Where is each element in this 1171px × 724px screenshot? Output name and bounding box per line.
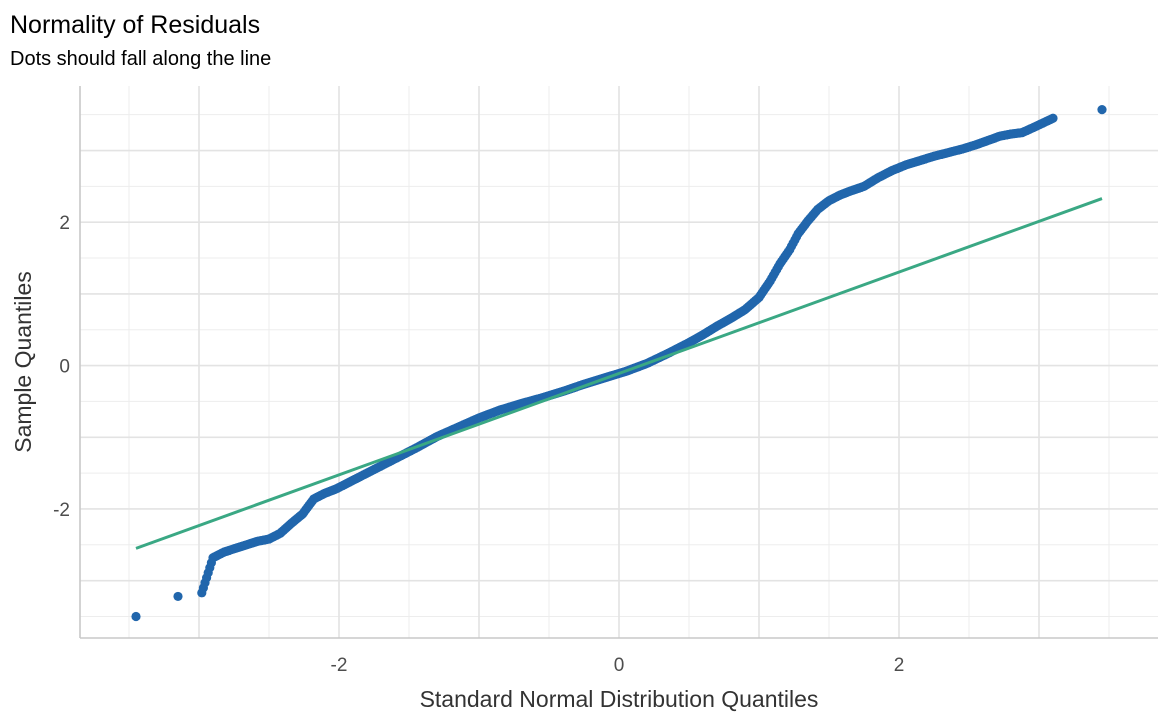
reference-line	[135, 197, 1103, 550]
data-point	[1097, 105, 1107, 115]
x-tick-label: -2	[331, 655, 348, 676]
chart-title: Normality of Residuals	[10, 11, 260, 39]
grid	[79, 86, 1158, 638]
y-axis-title: Sample Quantiles	[10, 271, 36, 453]
tick-labels: -2 0 2 -2 0 2	[53, 213, 904, 676]
data-point	[1048, 113, 1058, 123]
x-axis-title: Standard Normal Distribution Quantiles	[420, 686, 819, 712]
y-tick-label: 2	[59, 213, 70, 234]
data-point	[131, 611, 141, 622]
data-point	[173, 591, 183, 602]
chart-subtitle: Dots should fall along the line	[10, 48, 271, 70]
y-tick-label: -2	[53, 500, 70, 521]
x-tick-label: 2	[894, 655, 905, 676]
x-tick-label: 0	[614, 655, 625, 676]
y-tick-label: 0	[59, 357, 70, 378]
